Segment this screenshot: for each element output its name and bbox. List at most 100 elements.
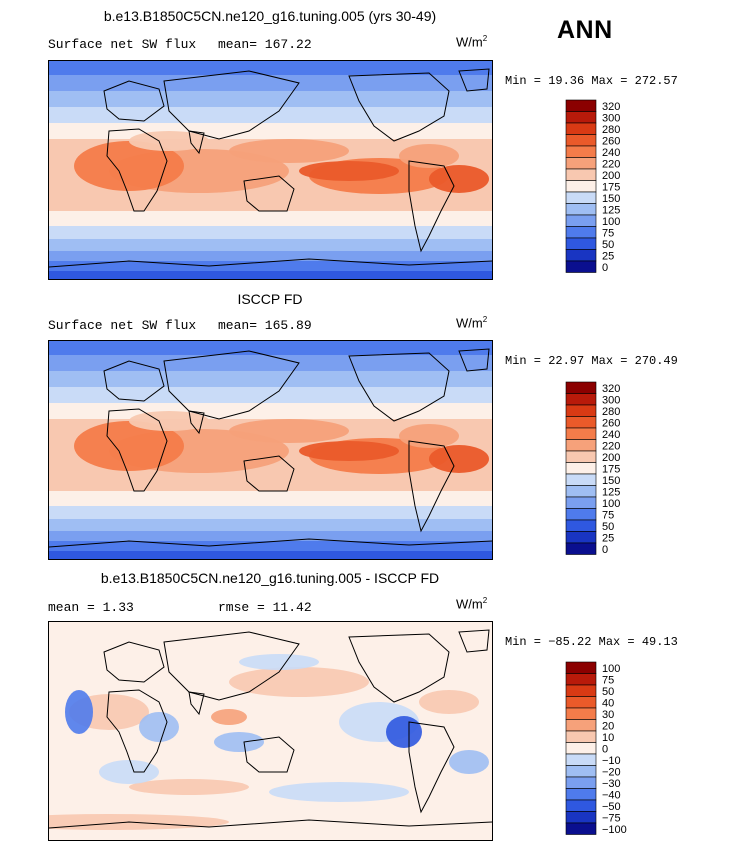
colorbar-tick-label: −10 xyxy=(602,755,621,767)
panel-2-units: W/m2 xyxy=(456,315,488,331)
coastline xyxy=(408,160,455,253)
colorbar-tick-label: 240 xyxy=(602,429,620,441)
colorbar-swatch xyxy=(565,393,597,406)
colorbar-swatch xyxy=(565,531,597,544)
colorbar-tick-label: 100 xyxy=(602,216,620,228)
panel-2-minmax: Min = 22.97 Max = 270.49 xyxy=(505,354,678,368)
panel-2-map-svg xyxy=(49,341,492,559)
panel-3-map xyxy=(48,621,493,841)
panel-1-colorbar: 320 300 280 260 240 220 200 175 150 125 100 75 50 25 0 xyxy=(565,99,620,276)
colorbar-tick-label: 75 xyxy=(602,674,614,686)
colorbar-tick-label: 100 xyxy=(602,498,620,510)
coastline xyxy=(243,455,295,492)
colorbar-swatch xyxy=(565,462,597,475)
colorbar-tick-label: 0 xyxy=(602,262,608,274)
coastline xyxy=(188,410,205,435)
colorbar-swatch xyxy=(565,145,597,158)
coastline xyxy=(458,629,490,653)
panel-3-title: b.e13.B1850C5CN.ne120_g16.tuning.005 - I… xyxy=(100,570,440,586)
colorbar-tick-label: 75 xyxy=(602,509,614,521)
colorbar-tick-label: 100 xyxy=(602,663,620,675)
coastline xyxy=(103,360,165,402)
coastline xyxy=(49,258,492,268)
colorbar-swatch xyxy=(565,742,597,755)
coastline xyxy=(348,72,450,142)
colorbar-tick-label: 150 xyxy=(602,193,620,205)
colorbar-swatch xyxy=(565,260,597,273)
colorbar-swatch xyxy=(565,203,597,216)
colorbar-swatch xyxy=(565,191,597,204)
colorbar-swatch xyxy=(565,99,597,112)
panel-1-title: b.e13.B1850C5CN.ne120_g16.tuning.005 (yr… xyxy=(103,8,437,24)
panel-2-map xyxy=(48,340,493,560)
colorbar-tick-label: 50 xyxy=(602,521,614,533)
panel-3-colorbar: 100 75 50 40 30 20 10 0 −10 −20 −30 −40 −50 −75 −100 xyxy=(565,661,627,838)
panel-1-units: W/m2 xyxy=(456,34,488,50)
colorbar-tick-label: 75 xyxy=(602,227,614,239)
colorbar-swatch xyxy=(565,496,597,509)
panel-1-map xyxy=(48,60,493,280)
colorbar-swatch xyxy=(565,237,597,250)
colorbar-swatch xyxy=(565,249,597,262)
coastline xyxy=(103,80,165,122)
colorbar-tick-label: 200 xyxy=(602,170,620,182)
colorbar-tick-label: 175 xyxy=(602,463,620,475)
colorbar-tick-label: 40 xyxy=(602,697,614,709)
colorbar-tick-label: 220 xyxy=(602,440,620,452)
coastline xyxy=(408,440,455,533)
coastline xyxy=(243,736,295,773)
colorbar-tick-label: 30 xyxy=(602,709,614,721)
colorbar-swatch xyxy=(565,719,597,732)
coastline xyxy=(163,350,300,420)
coastline xyxy=(163,631,300,701)
colorbar-swatch xyxy=(565,730,597,743)
colorbar-tick-label: 50 xyxy=(602,686,614,698)
colorbar-swatch xyxy=(565,799,597,812)
coastline xyxy=(348,633,450,703)
colorbar-tick-label: −100 xyxy=(602,824,627,836)
coastline xyxy=(458,348,490,372)
colorbar-tick-label: 10 xyxy=(602,732,614,744)
colorbar-tick-label: 20 xyxy=(602,720,614,732)
colorbar-tick-label: 220 xyxy=(602,158,620,170)
colorbar-swatch xyxy=(565,427,597,440)
colorbar-swatch xyxy=(565,134,597,147)
colorbar-tick-label: 320 xyxy=(602,101,620,113)
colorbar-swatch xyxy=(565,122,597,135)
colorbar-tick-label: 0 xyxy=(602,743,608,755)
colorbar-swatch xyxy=(565,696,597,709)
colorbar-swatch xyxy=(565,753,597,766)
panel-3-mean: mean = 1.33 xyxy=(48,600,134,615)
colorbar-tick-label: −30 xyxy=(602,778,621,790)
colorbar-swatch xyxy=(565,439,597,452)
coastline xyxy=(243,175,295,212)
season-label: ANN xyxy=(557,16,613,44)
colorbar-tick-label: 150 xyxy=(602,475,620,487)
colorbar-swatch xyxy=(565,788,597,801)
coastline xyxy=(348,352,450,422)
colorbar-swatch xyxy=(565,111,597,124)
colorbar-tick-label: 280 xyxy=(602,406,620,418)
coastline xyxy=(103,641,165,683)
colorbar-tick-label: 0 xyxy=(602,544,608,556)
colorbar-tick-label: −50 xyxy=(602,801,621,813)
coastline xyxy=(163,70,300,140)
colorbar-swatch xyxy=(565,519,597,532)
coastline xyxy=(458,68,490,92)
panel-1-variable: Surface net SW flux xyxy=(48,37,197,52)
colorbar-tick-label: 25 xyxy=(602,250,614,262)
colorbar-swatch xyxy=(565,673,597,686)
colorbar-swatch xyxy=(565,473,597,486)
panel-2-variable: Surface net SW flux xyxy=(48,318,197,333)
colorbar-swatch xyxy=(565,811,597,824)
colorbar-tick-label: 50 xyxy=(602,239,614,251)
panel-3-rmse: rmse = 11.42 xyxy=(218,600,312,615)
colorbar-tick-label: 260 xyxy=(602,135,620,147)
coastline xyxy=(49,538,492,548)
colorbar-swatch xyxy=(565,381,597,394)
colorbar-tick-label: 300 xyxy=(602,394,620,406)
panel-2-mean: mean= 165.89 xyxy=(218,318,312,333)
